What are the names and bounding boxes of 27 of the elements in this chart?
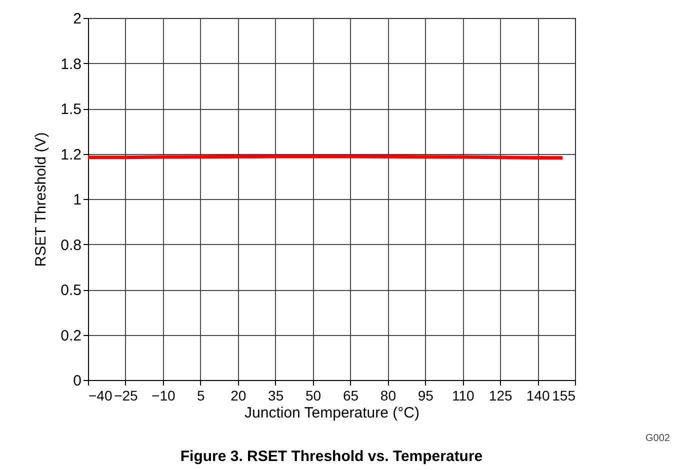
x-tick-label: 35 bbox=[268, 388, 284, 404]
x-tick-label: 95 bbox=[418, 388, 434, 404]
text: G002 bbox=[646, 433, 670, 444]
x-tick-label: −10 bbox=[152, 388, 176, 404]
y-tick-label: 1 bbox=[73, 192, 82, 208]
y-tick-label: 1.5 bbox=[60, 101, 82, 118]
x-tick-label: 125 bbox=[488, 388, 512, 404]
y-tick-label: 1.8 bbox=[60, 56, 82, 73]
x-tick-label: 110 bbox=[452, 388, 474, 404]
y-tick-label: 0.8 bbox=[60, 236, 82, 254]
y-tick-label: 0.5 bbox=[60, 282, 82, 299]
x-tick-label: 140 bbox=[526, 388, 550, 404]
y-tick-label: 2 bbox=[73, 10, 82, 28]
x-axis-title: Junction Temperature (°C) bbox=[244, 404, 420, 422]
x-tick-label: −40 bbox=[88, 388, 112, 404]
x-tick-label: −25 bbox=[114, 388, 138, 404]
y-tick-label: 0 bbox=[73, 372, 82, 390]
x-tick-label: 155 bbox=[552, 388, 576, 404]
text: Figure 3. RSET Threshold vs. Temperature bbox=[180, 448, 483, 465]
y-tick-label: 1.2 bbox=[60, 146, 82, 164]
y-axis-title: RSET Threshold (V) bbox=[32, 132, 50, 267]
y-tick-label: 0.2 bbox=[60, 327, 82, 344]
x-tick-label: 20 bbox=[230, 388, 246, 404]
x-tick-label: 5 bbox=[196, 388, 205, 404]
x-tick-label: 50 bbox=[305, 388, 322, 404]
x-tick-label: 65 bbox=[342, 388, 359, 404]
x-tick-label: 80 bbox=[380, 388, 396, 404]
